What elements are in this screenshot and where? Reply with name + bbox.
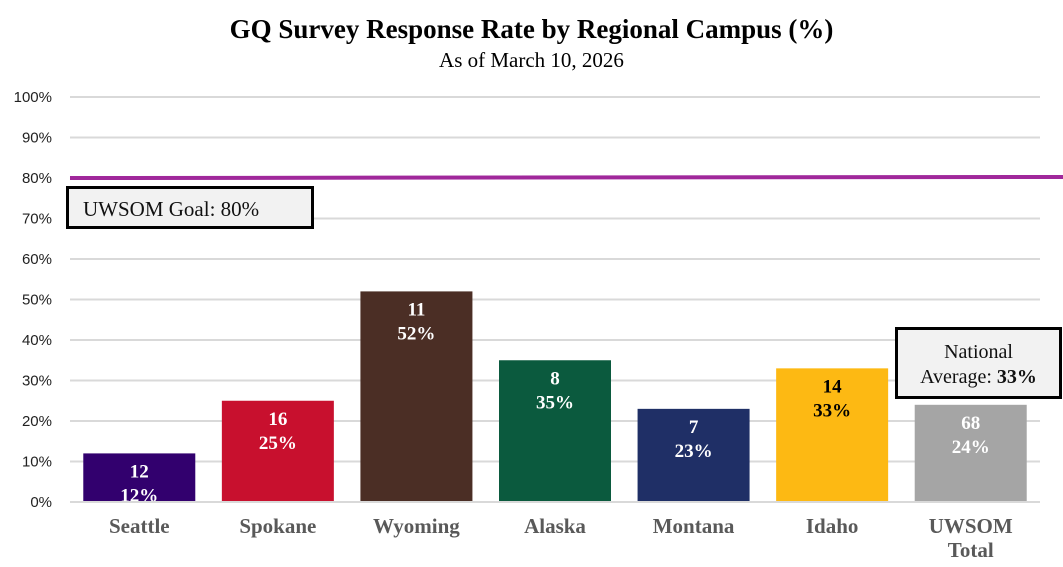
y-tick-label: 50% [22,292,52,309]
bar-spokane [221,400,334,502]
x-tick-label: Alaska [524,514,586,538]
goal-annotation: UWSOM Goal: 80% [66,186,314,229]
x-tick-label: UWSOM [929,514,1013,538]
x-tick-label: Total [948,538,994,562]
x-tick-label: Seattle [109,514,170,538]
bar-alaska [499,360,611,502]
y-tick-label: 70% [22,211,52,228]
bar-count-label: 14 [823,376,843,397]
x-tick-label: Montana [653,514,735,538]
bar-count-label: 7 [689,417,699,438]
bar-count-label: 8 [550,368,560,389]
bar-data-label: 12% [120,485,158,506]
bar-count-label: 68 [961,413,980,434]
bar-idaho [776,368,889,502]
bar-seattle [83,453,196,502]
chart-title: GQ Survey Response Rate by Regional Camp… [229,14,834,44]
bar-data-label: 25% [259,433,297,454]
bar-data-label: 33% [813,400,851,421]
bar-wyoming [360,291,473,502]
y-tick-label: 30% [22,373,52,390]
bar-montana [637,408,750,502]
bar-data-label: 35% [536,392,574,413]
goal-line [69,175,1063,180]
x-tick-label: Idaho [806,514,859,538]
y-tick-label: 80% [22,170,52,187]
x-tick-label: Spokane [239,514,316,538]
bar-count-label: 11 [407,299,425,320]
national-average-value: 33% [996,366,1037,388]
chart-subtitle: As of March 10, 2026 [439,48,624,72]
x-tick-label: Wyoming [373,514,460,538]
y-tick-label: 60% [22,251,52,268]
bar-data-label: 24% [952,437,990,458]
y-tick-label: 100% [14,89,52,106]
y-tick-label: 10% [22,454,52,471]
y-tick-label: 90% [22,130,52,147]
bar-count-label: 12 [130,461,149,482]
national-average-annotation: National Average: 33% [895,327,1062,399]
bar-uwsom-total [914,404,1027,502]
y-tick-label: 40% [22,332,52,349]
bar-count-label: 16 [268,409,287,430]
bar-data-label: 23% [675,441,713,462]
national-average-line1: National [944,341,1013,363]
y-tick-label: 20% [22,413,52,430]
national-average-label: Average: [920,366,997,388]
bar-data-label: 52% [397,323,435,344]
y-tick-label: 0% [30,494,52,511]
